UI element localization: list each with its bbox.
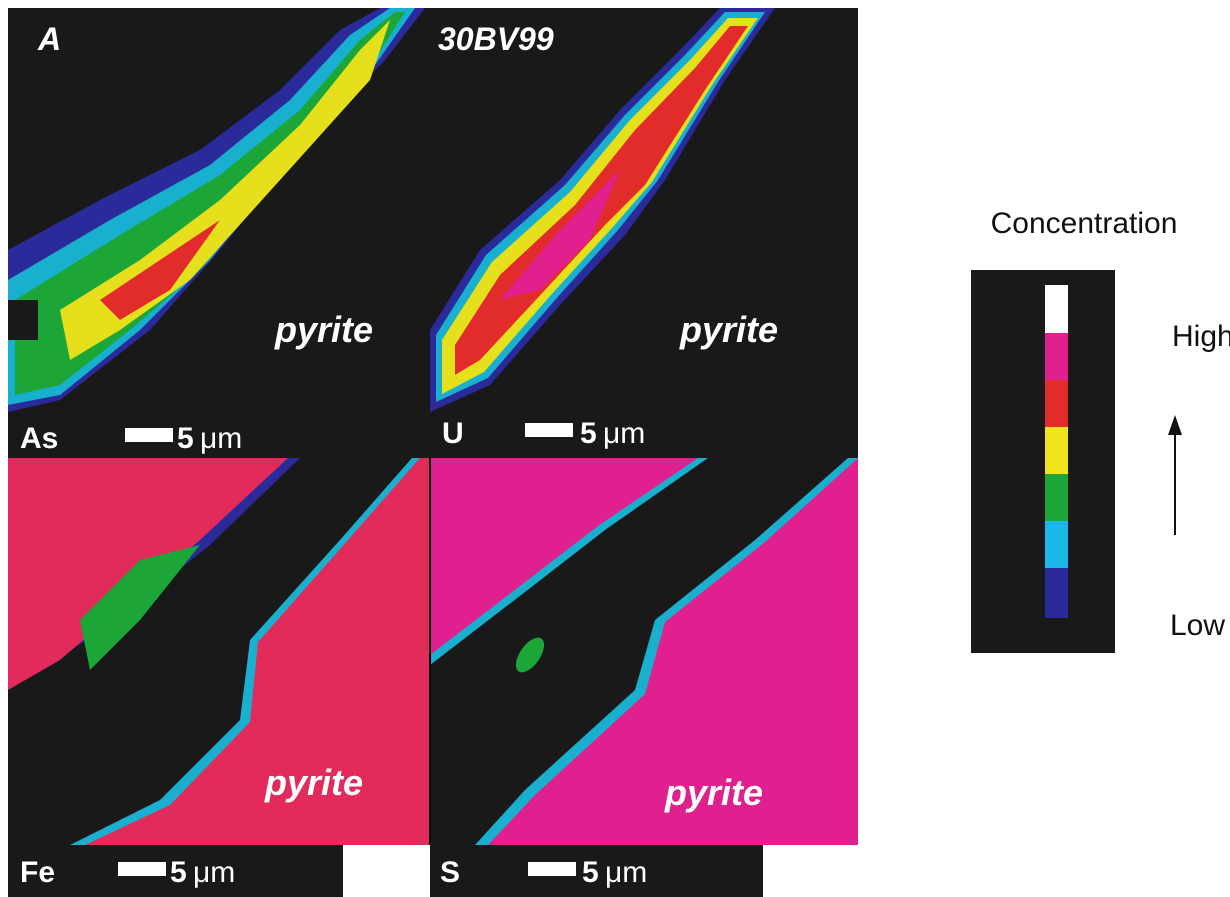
element-label: As <box>20 422 58 455</box>
scale-unit: μm <box>605 856 647 889</box>
mineral-label: pyrite <box>679 309 778 350</box>
mineral-label: pyrite <box>664 772 763 813</box>
scale-value: 5 <box>177 422 194 455</box>
color-bar <box>1045 285 1068 618</box>
sample-id: 30BV99 <box>438 21 554 57</box>
element-label: U <box>442 417 464 450</box>
figure: A 30BV99 pyrite pyrite pyrite pyrite As … <box>0 0 1230 897</box>
legend-low: Low <box>1170 609 1225 642</box>
scale-value: 5 <box>170 856 187 889</box>
legend-title: Concentration <box>991 207 1178 240</box>
scale-unit: μm <box>200 422 242 455</box>
element-label: Fe <box>20 856 55 889</box>
map-s <box>430 458 858 845</box>
scale-unit: μm <box>603 417 645 450</box>
map-fe <box>8 458 430 845</box>
scale-value: 5 <box>580 417 597 450</box>
mineral-label: pyrite <box>274 309 373 350</box>
mineral-label: pyrite <box>264 762 363 803</box>
figure-label: A <box>37 21 61 57</box>
legend-box <box>971 270 1115 653</box>
map-u <box>430 8 858 458</box>
scale-unit: μm <box>193 856 235 889</box>
element-label: S <box>440 856 460 889</box>
legend-high: High <box>1172 320 1230 353</box>
map-as <box>8 8 430 458</box>
scale-value: 5 <box>582 856 599 889</box>
